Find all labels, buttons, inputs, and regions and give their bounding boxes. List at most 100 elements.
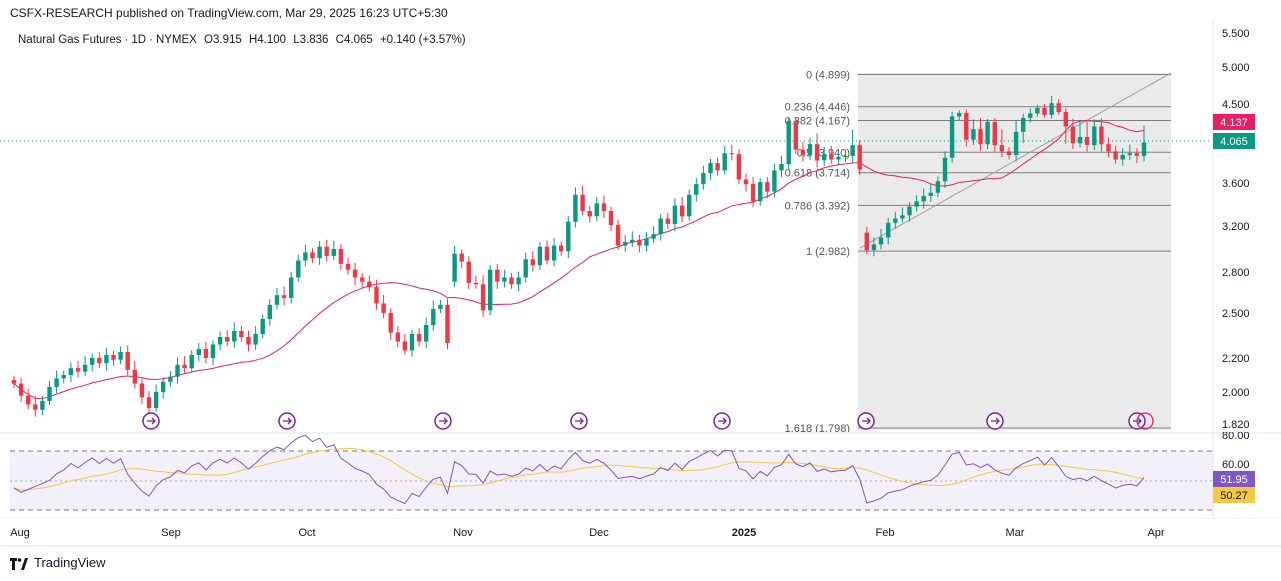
candle-body: [736, 154, 742, 180]
time-tick-label: Dec: [589, 527, 609, 539]
price-chart[interactable]: 0 (4.899)0.236 (4.446)0.382 (4.167)0.5 (…: [0, 20, 1281, 432]
candle-body: [551, 245, 557, 261]
candle-body: [168, 376, 173, 382]
candle-body: [878, 237, 884, 245]
candle-body: [146, 397, 152, 408]
candle-body: [658, 218, 663, 235]
time-tick-label: Nov: [453, 527, 473, 539]
candle-body: [360, 277, 365, 282]
candle-body: [1021, 117, 1026, 132]
candle-body: [303, 252, 308, 261]
candle-body: [82, 364, 88, 372]
candle-body: [132, 369, 137, 384]
candle-body: [11, 380, 17, 384]
candle-body: [985, 121, 990, 145]
low-value: L3.836: [293, 34, 329, 46]
price-axis[interactable]: 5.500 5.000 4.500 3.600 3.200 2.800 2.500 2.200…: [1222, 28, 1250, 431]
time-axis[interactable]: Aug Sep Oct Nov Dec 2025 Feb Mar Apr: [0, 518, 1281, 548]
candle-body: [857, 145, 862, 170]
candle-body: [708, 163, 713, 173]
candle-body: [75, 368, 81, 372]
candle-body: [239, 331, 244, 337]
candle-body: [836, 156, 841, 160]
candle-body: [587, 211, 592, 217]
candle-body: [814, 144, 820, 161]
candle-body: [225, 337, 230, 342]
candle-body: [431, 308, 436, 325]
candle-body: [1084, 137, 1090, 145]
candle-body: [40, 400, 45, 410]
symbol-name[interactable]: Natural Gas Futures: [18, 34, 122, 46]
candle-body: [196, 349, 201, 355]
fib-level-label: 0 (4.899): [806, 70, 850, 82]
symbol-interval[interactable]: 1D: [131, 34, 147, 46]
candle-body: [111, 355, 116, 360]
candle-body: [388, 313, 393, 333]
candle-body: [750, 184, 756, 202]
candle-body: [694, 184, 699, 195]
candle-body: [992, 121, 997, 146]
candle-body: [395, 332, 400, 342]
time-tick-label: Oct: [298, 527, 315, 539]
candle-body: [97, 358, 102, 364]
candle-body: [1092, 126, 1097, 146]
candle-body: [829, 154, 834, 160]
candle-body: [232, 331, 237, 342]
candle-body: [338, 249, 344, 264]
high-value: H4.100: [248, 34, 287, 46]
last-price-text: 4.065: [1220, 136, 1248, 148]
candle-body: [743, 179, 749, 185]
footer[interactable]: TradingView: [10, 555, 106, 570]
candle-body: [822, 154, 827, 161]
candle-body: [942, 157, 948, 182]
rsi-value-text: 51.95: [1220, 474, 1248, 486]
tradingview-logo-icon: [10, 556, 28, 570]
fib-level-label: 1.618 (1.798): [785, 423, 850, 432]
time-tick-label: 2025: [732, 527, 756, 539]
candle-body: [580, 194, 585, 211]
candle-body: [33, 404, 38, 410]
candle-body: [374, 287, 379, 304]
candle-body: [786, 120, 791, 165]
candle-body: [843, 155, 848, 157]
candle-body: [1141, 142, 1147, 156]
time-tick-label: Feb: [876, 527, 895, 539]
rsi-line: [13, 434, 1145, 505]
trend-line[interactable]: [859, 72, 1172, 249]
candle-body: [1106, 144, 1111, 152]
candle-body: [850, 145, 855, 156]
candle-body: [886, 222, 891, 238]
price-tick-label: 2.200: [1222, 353, 1250, 365]
rsi-ma-line: [13, 447, 1145, 491]
ma-price-tag: [1213, 114, 1255, 130]
candle-body: [253, 334, 258, 345]
candle-body: [289, 277, 294, 298]
candle-body: [68, 368, 74, 375]
candle-body: [964, 112, 969, 140]
candle-body: [1113, 151, 1118, 160]
candle-body: [765, 182, 770, 192]
fib-retracement[interactable]: 0 (4.899)0.236 (4.446)0.382 (4.167)0.5 (…: [785, 70, 1171, 433]
candle-body: [139, 383, 145, 398]
publish-info: CSFX-RESEARCH published on TradingView.c…: [10, 6, 448, 20]
candle-body: [189, 355, 194, 369]
event-arrow-icon: [439, 417, 448, 425]
candle-body: [54, 378, 59, 387]
candle-body: [544, 246, 550, 261]
fib-level-label: 0.618 (3.714): [785, 168, 850, 180]
open-value: O3.915: [204, 34, 242, 46]
candle-body: [402, 341, 408, 351]
event-marker-icon[interactable]: [1136, 412, 1154, 430]
candle-body: [637, 239, 642, 246]
close-value: C4.065: [335, 34, 373, 46]
candle-body: [615, 224, 621, 246]
candle-body: [210, 344, 216, 358]
candle-body: [1099, 126, 1104, 145]
rsi-ma-value-text: 50.27: [1220, 490, 1248, 502]
rsi-chart[interactable]: 80.00 60.00 51.95 50.27: [0, 432, 1281, 518]
last-price-tag: [1213, 133, 1255, 149]
candle-body: [523, 259, 528, 278]
candle-body: [935, 181, 941, 193]
time-tick-label: Apr: [1147, 527, 1164, 539]
event-arrow-icon: [862, 417, 871, 425]
